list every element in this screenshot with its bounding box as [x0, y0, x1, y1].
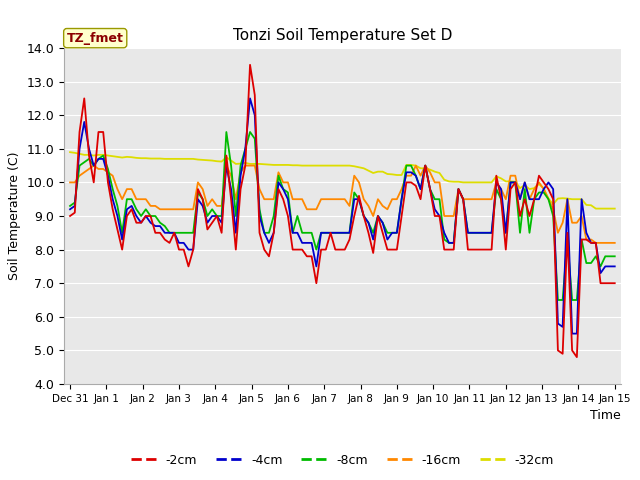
- X-axis label: Time: Time: [590, 409, 621, 422]
- Text: TZ_fmet: TZ_fmet: [67, 32, 124, 45]
- Y-axis label: Soil Temperature (C): Soil Temperature (C): [8, 152, 21, 280]
- Legend: -2cm, -4cm, -8cm, -16cm, -32cm: -2cm, -4cm, -8cm, -16cm, -32cm: [125, 449, 559, 472]
- Title: Tonzi Soil Temperature Set D: Tonzi Soil Temperature Set D: [233, 28, 452, 43]
